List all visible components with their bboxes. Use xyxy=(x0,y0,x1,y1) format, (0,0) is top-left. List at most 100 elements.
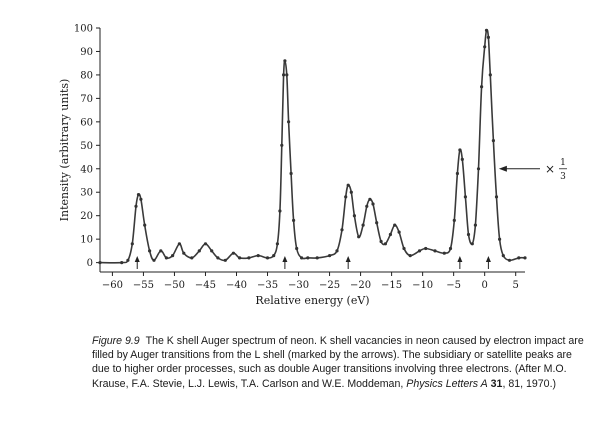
transition-arrow-head xyxy=(345,256,351,262)
data-point xyxy=(148,249,152,253)
x-tick-label: −15 xyxy=(381,280,402,291)
y-tick-label: 80 xyxy=(80,70,93,81)
data-point xyxy=(216,256,220,260)
x-tick-label: −35 xyxy=(257,280,278,291)
data-point xyxy=(517,256,521,260)
data-point xyxy=(287,120,291,124)
data-point xyxy=(498,237,502,241)
data-point xyxy=(223,258,227,262)
data-point xyxy=(285,73,289,77)
transition-arrows xyxy=(134,256,491,269)
data-point xyxy=(265,256,270,260)
data-point xyxy=(460,157,464,161)
x-tick-label: −50 xyxy=(164,280,185,291)
x-tick-label: −25 xyxy=(319,280,340,291)
data-point xyxy=(466,232,471,237)
data-point xyxy=(352,214,356,218)
y-tick-label: 50 xyxy=(80,141,93,152)
data-point xyxy=(402,246,406,251)
caption-text: The K shell Auger spectrum of neon. K sh… xyxy=(92,335,584,390)
data-point xyxy=(152,258,156,262)
x-tick-label: −30 xyxy=(288,280,309,291)
data-point xyxy=(275,242,279,246)
data-point xyxy=(340,228,344,232)
data-point xyxy=(139,197,143,201)
data-point xyxy=(484,28,489,32)
y-tick-label: 30 xyxy=(80,188,93,199)
data-point xyxy=(371,202,375,206)
data-point xyxy=(126,258,130,262)
data-point xyxy=(486,35,490,40)
data-point xyxy=(328,254,332,258)
data-point xyxy=(197,249,201,253)
y-axis-ticks: 0 10 20 30 40 50 60 70 80 90 100 xyxy=(74,24,100,269)
x-axis-ticks: −60 −55 −50 −45 −40 −35 −30 −25 −20 −15 −10 −5 0 5 xyxy=(102,272,519,291)
data-point xyxy=(292,218,296,222)
x-tick-label: −60 xyxy=(102,280,123,291)
data-point xyxy=(136,193,141,197)
x-tick-label: −55 xyxy=(133,280,154,291)
transition-arrow-head xyxy=(134,256,140,262)
x-tick-label: 0 xyxy=(481,280,487,291)
data-point xyxy=(473,223,477,227)
y-tick-label: 40 xyxy=(80,164,93,175)
data-point xyxy=(120,261,124,265)
data-point xyxy=(177,242,181,246)
data-point xyxy=(344,195,348,199)
data-point xyxy=(315,256,319,260)
data-point xyxy=(210,249,214,253)
data-point xyxy=(417,249,422,253)
x-tick-label: −45 xyxy=(195,280,216,291)
data-point xyxy=(256,254,260,258)
data-point xyxy=(289,171,293,176)
data-point xyxy=(361,223,365,227)
x-tick-label: −5 xyxy=(446,280,461,291)
spectrum-curve xyxy=(99,28,526,264)
data-point xyxy=(171,254,175,258)
data-point xyxy=(280,143,284,147)
y-tick-label: 70 xyxy=(80,94,93,105)
data-point xyxy=(523,256,527,260)
data-point xyxy=(448,246,453,251)
data-point xyxy=(278,209,282,213)
data-point xyxy=(397,230,401,234)
data-point xyxy=(295,246,299,251)
data-point xyxy=(483,45,487,49)
data-point xyxy=(365,204,369,208)
data-point xyxy=(507,258,512,262)
data-point xyxy=(335,249,339,253)
data-point xyxy=(442,251,446,255)
data-point xyxy=(283,59,287,63)
y-tick-label: 20 xyxy=(80,211,93,222)
scale-numerator: 1 xyxy=(560,158,566,168)
data-point xyxy=(491,139,495,143)
x-axis-label: Relative energy (eV) xyxy=(255,294,369,307)
x-tick-label: −20 xyxy=(350,280,371,291)
data-point xyxy=(480,85,484,89)
data-point xyxy=(98,261,102,265)
transition-arrow-head xyxy=(457,256,463,262)
y-tick-label: 0 xyxy=(87,258,93,269)
data-point xyxy=(349,190,353,194)
data-point xyxy=(300,256,304,260)
scale-arrow-head xyxy=(498,165,507,172)
data-points xyxy=(98,28,527,265)
caption-volume: 31 xyxy=(490,377,503,390)
data-point xyxy=(379,239,383,244)
scale-denominator: 3 xyxy=(560,172,566,182)
data-point xyxy=(182,251,186,255)
data-point xyxy=(458,148,462,152)
data-point xyxy=(388,232,392,237)
data-point xyxy=(455,171,459,176)
data-point xyxy=(272,254,276,258)
y-axis-label: Intensity (arbitrary units) xyxy=(58,79,71,222)
data-point xyxy=(357,235,361,239)
y-tick-label: 60 xyxy=(80,117,93,128)
data-point xyxy=(306,256,310,260)
data-point xyxy=(476,167,481,171)
caption-figure-label: Figure 9.9 xyxy=(92,335,140,347)
data-point xyxy=(346,183,350,187)
caption-citation-rest: , 81, 1970.) xyxy=(502,377,557,390)
transition-arrow-head xyxy=(282,256,288,262)
